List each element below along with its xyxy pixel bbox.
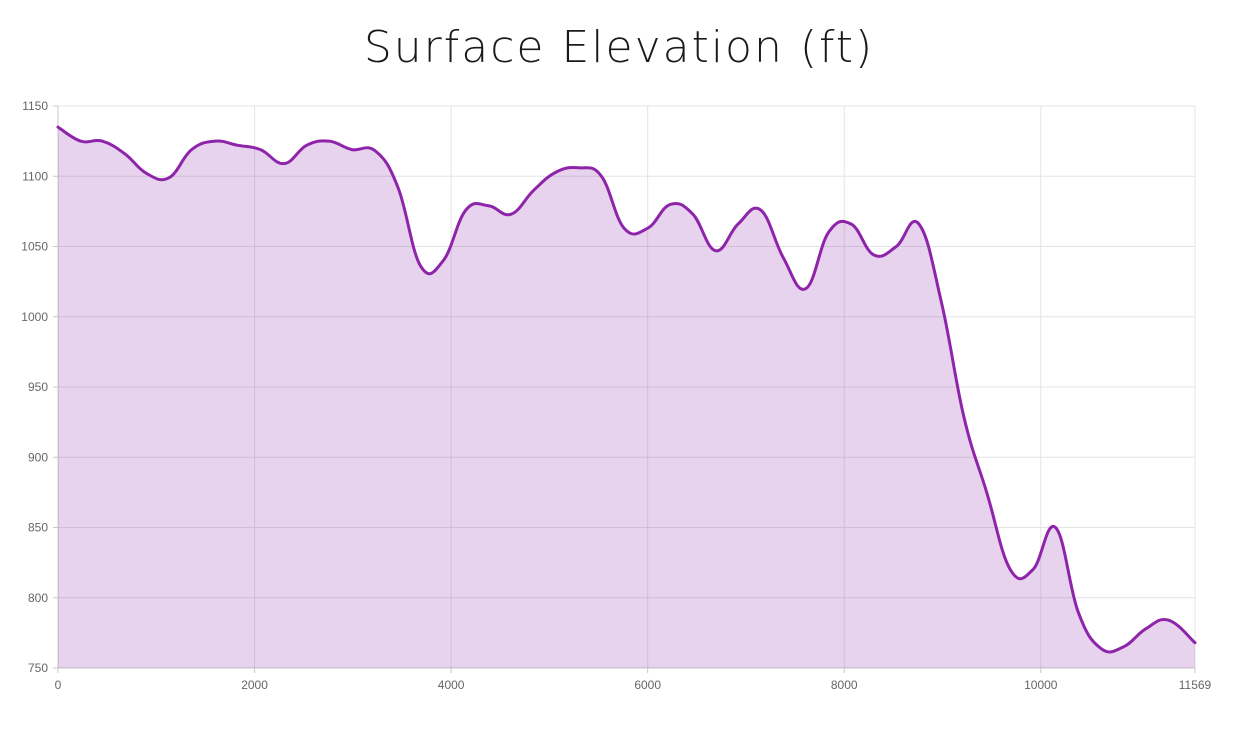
x-tick-label: 4000 (438, 678, 465, 692)
y-tick-label: 800 (28, 591, 48, 605)
x-tick-label: 11569 (1179, 678, 1212, 692)
x-tick-label: 0 (55, 678, 62, 692)
elevation-area (58, 127, 1195, 669)
y-tick-label: 1100 (22, 169, 48, 183)
y-tick-label: 850 (28, 521, 48, 535)
y-tick-label: 1050 (21, 240, 48, 254)
elevation-line (56, 125, 1197, 654)
y-tick-label: 950 (28, 380, 48, 394)
y-tick-label: 1150 (22, 99, 48, 113)
chart-title: Surface Elevation (ft) (363, 22, 875, 73)
y-tick-label: 1000 (21, 310, 48, 324)
x-tick-label: 2000 (241, 678, 268, 692)
y-tick-label: 900 (28, 450, 48, 464)
grid-layer (53, 105, 1196, 673)
tick-layer: 750 800 850 900 950 1000 1050 1100 1150 0 2000 4000… (21, 99, 1211, 692)
x-tick-label: 6000 (634, 678, 661, 692)
x-tick-label: 10000 (1024, 678, 1058, 692)
y-tick-label: 750 (28, 661, 48, 675)
x-tick-label: 8000 (831, 678, 858, 692)
